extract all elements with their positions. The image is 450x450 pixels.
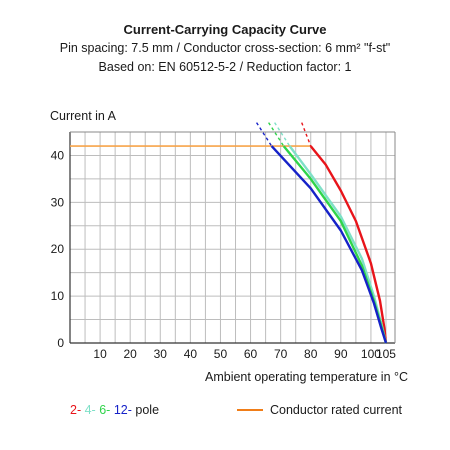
x-axis-label: Ambient operating temperature in °C — [205, 370, 409, 384]
series-layer — [255, 122, 388, 344]
x-tick-label: 70 — [274, 347, 288, 361]
origin-label: 0 — [57, 336, 64, 350]
y-tick-label: 40 — [51, 148, 65, 162]
x-tick-label: 20 — [124, 347, 138, 361]
series-dashed-pole4 — [274, 122, 291, 147]
x-tick-label: 40 — [184, 347, 198, 361]
series-dashed-pole6 — [268, 122, 285, 147]
x-tick-label: 90 — [334, 347, 348, 361]
legend-pole-suffix: pole — [135, 403, 160, 417]
series-line-pole2 — [309, 145, 388, 344]
y-tick-label: 10 — [51, 289, 65, 303]
y-axis-label: Current in A — [50, 109, 117, 123]
x-tick-label: 105 — [376, 347, 396, 361]
series-dashed-pole12 — [255, 122, 273, 147]
y-tick-label: 30 — [51, 195, 65, 209]
y-tick-label: 20 — [51, 242, 65, 256]
x-tick-label: 50 — [214, 347, 228, 361]
grid — [69, 131, 396, 344]
legend-rated-current: Conductor rated current — [237, 403, 402, 417]
legend-pole-6: 6- — [99, 403, 111, 417]
chart-subtitle-2: Based on: EN 60512-5-2 / Reduction facto… — [98, 60, 352, 74]
legend-rated-label: Conductor rated current — [270, 403, 403, 417]
legend-pole-4: 4- — [84, 403, 96, 417]
series-line-pole4 — [288, 145, 388, 344]
series-dashed-pole2 — [301, 122, 312, 147]
x-tick-label: 30 — [154, 347, 168, 361]
legend-pole-2: 2- — [70, 403, 82, 417]
legend-pole-12: 12- — [113, 403, 132, 417]
legend-poles: 2- 4- 6- 12- pole — [70, 403, 159, 417]
chart-title: Current-Carrying Capacity Curve — [123, 22, 327, 37]
series-line-pole12 — [270, 145, 388, 344]
x-tick-label: 100 — [361, 347, 381, 361]
x-tick-label: 10 — [93, 347, 107, 361]
x-tick-label: 80 — [304, 347, 318, 361]
chart-subtitle-1: Pin spacing: 7.5 mm / Conductor cross-se… — [59, 41, 391, 55]
legend-rated-swatch — [237, 409, 263, 411]
x-tick-label: 60 — [244, 347, 258, 361]
